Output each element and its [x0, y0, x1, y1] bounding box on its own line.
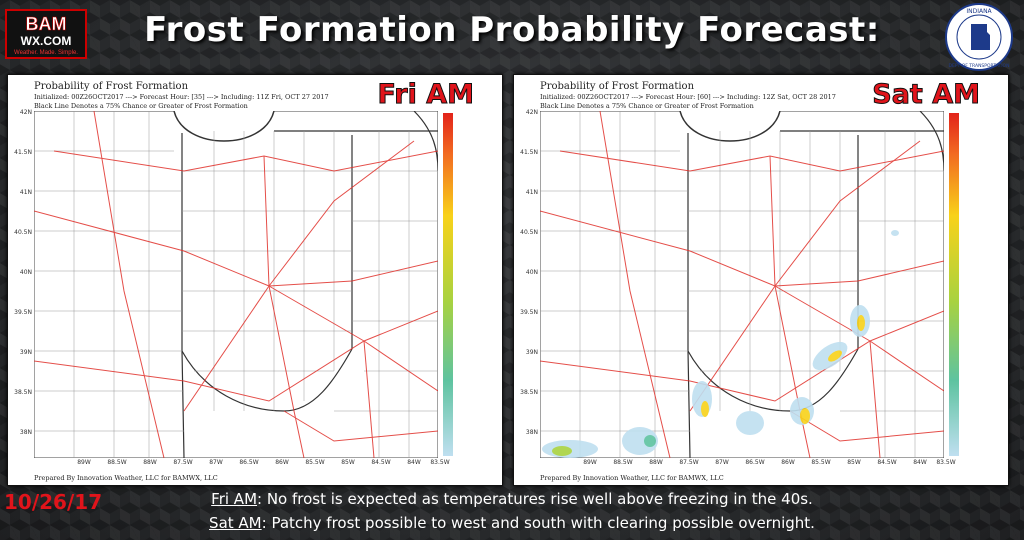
- map-legend-note: Black Line Denotes a 75% Chance or Great…: [34, 102, 248, 110]
- page-title: Frost Formation Probability Forecast:: [144, 10, 880, 50]
- lon-tick: 84W: [913, 459, 927, 466]
- caption-label: Fri AM: [211, 490, 258, 508]
- frost-map-panel-sat: Probability of Frost Formation Initializ…: [513, 74, 1009, 486]
- map-legend-note: Black Line Denotes a 75% Chance or Great…: [540, 102, 754, 110]
- lon-tick: 85.5W: [811, 459, 831, 466]
- lat-tick: 40N: [19, 269, 32, 276]
- lon-tick: 86W: [275, 459, 289, 466]
- credit-line: Prepared By Innovation Weather, LLC for …: [540, 474, 724, 482]
- lat-tick: 38.5N: [14, 389, 32, 396]
- svg-text:Weather. Made. Simple.: Weather. Made. Simple.: [14, 50, 78, 56]
- lon-tick: 88W: [649, 459, 663, 466]
- lat-tick: 42N: [525, 109, 538, 116]
- lon-tick: 84.5W: [877, 459, 897, 466]
- probability-colorbar: [949, 113, 959, 456]
- caption-sat: Sat AM: Patchy frost possible to west an…: [0, 514, 1024, 532]
- map-title: Probability of Frost Formation: [34, 81, 189, 92]
- lon-tick: 86W: [781, 459, 795, 466]
- lat-tick: 39N: [525, 349, 538, 356]
- lon-tick: 89W: [583, 459, 597, 466]
- lon-tick: 86.5W: [745, 459, 765, 466]
- lon-tick: 87W: [715, 459, 729, 466]
- caption-text: : Patchy frost possible to west and sout…: [261, 514, 815, 532]
- lon-tick: 88.5W: [613, 459, 633, 466]
- indiana-map: [34, 111, 438, 458]
- lat-tick: 39.5N: [520, 309, 538, 316]
- lat-tick: 38N: [525, 429, 538, 436]
- frost-map-panel-fri: Probability of Frost Formation Initializ…: [7, 74, 503, 486]
- credit-line: Prepared By Innovation Weather, LLC for …: [34, 474, 218, 482]
- probability-colorbar: [443, 113, 453, 456]
- lat-tick: 41N: [525, 189, 538, 196]
- svg-text:BAM: BAM: [26, 14, 67, 34]
- indiana-map: [540, 111, 944, 458]
- issue-date: 10/26/17: [4, 490, 103, 514]
- indot-seal: INDIANA DEPT OF TRANSPORTATION: [945, 3, 1013, 71]
- lon-tick: 87W: [209, 459, 223, 466]
- lon-tick: 87.5W: [679, 459, 699, 466]
- lon-tick: 85W: [847, 459, 861, 466]
- lat-tick: 39.5N: [14, 309, 32, 316]
- bamwx-logo: BAM WX.COM Weather. Made. Simple.: [5, 9, 87, 59]
- lat-tick: 42N: [19, 109, 32, 116]
- lat-tick: 41.5N: [14, 149, 32, 156]
- lon-tick: 84W: [407, 459, 421, 466]
- lat-tick: 38.5N: [520, 389, 538, 396]
- caption-label: Sat AM: [209, 514, 262, 532]
- lon-tick: 86.5W: [239, 459, 259, 466]
- lat-tick: 41N: [19, 189, 32, 196]
- day-badge: Sat AM: [872, 79, 981, 111]
- map-init-line: Initialized: 00Z26OCT2017 ---> Forecast …: [540, 93, 836, 101]
- lon-tick: 88W: [143, 459, 157, 466]
- lon-tick: 85W: [341, 459, 355, 466]
- lat-tick: 40N: [525, 269, 538, 276]
- caption-fri: Fri AM: No frost is expected as temperat…: [0, 490, 1024, 508]
- map-init-line: Initialized: 00Z26OCT2017 ---> Forecast …: [34, 93, 329, 101]
- frost-patches: [542, 230, 899, 458]
- svg-text:WX.COM: WX.COM: [21, 34, 72, 48]
- lon-tick: 89W: [77, 459, 91, 466]
- lat-tick: 39N: [19, 349, 32, 356]
- lat-tick: 40.5N: [520, 229, 538, 236]
- svg-text:DEPT OF TRANSPORTATION: DEPT OF TRANSPORTATION: [949, 63, 1010, 69]
- day-badge: Fri AM: [377, 79, 474, 111]
- lat-tick: 38N: [19, 429, 32, 436]
- lon-tick: 88.5W: [107, 459, 127, 466]
- lat-tick: 41.5N: [520, 149, 538, 156]
- lon-tick: 84.5W: [371, 459, 391, 466]
- lon-tick: 83.5W: [430, 459, 450, 466]
- caption-text: : No frost is expected as temperatures r…: [257, 490, 813, 508]
- map-title: Probability of Frost Formation: [540, 81, 695, 92]
- lon-tick: 85.5W: [305, 459, 325, 466]
- lon-tick: 87.5W: [173, 459, 193, 466]
- lat-tick: 40.5N: [14, 229, 32, 236]
- svg-text:INDIANA: INDIANA: [966, 8, 992, 15]
- lon-tick: 83.5W: [936, 459, 956, 466]
